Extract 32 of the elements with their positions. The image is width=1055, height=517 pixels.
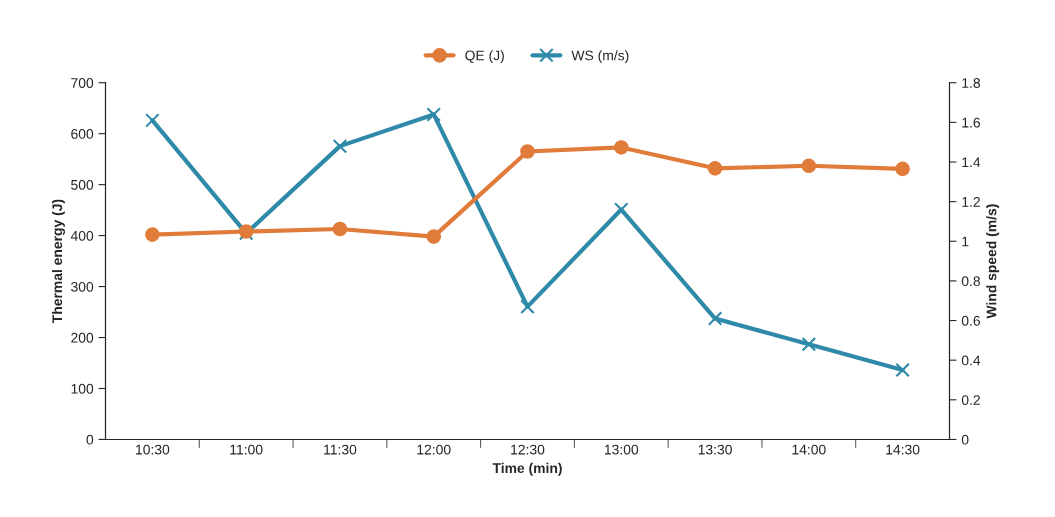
y2-tick-label: 1.2 <box>962 196 980 207</box>
y-tick-label: 500 <box>71 179 94 190</box>
x-axis-title: Time (min) <box>492 462 562 476</box>
y2-tick-label: 1.8 <box>962 78 981 88</box>
y-axis-title: Thermal energy (J) <box>51 199 65 324</box>
x-tick-label: 11:00 <box>230 444 263 455</box>
y-tick-label: 300 <box>71 281 94 292</box>
x-tick-label: 12:00 <box>417 444 451 455</box>
x-tick-label: 12:30 <box>511 444 545 455</box>
legend-label: WS (m/s) <box>571 50 629 64</box>
y2-tick-label: 1.4 <box>962 157 981 168</box>
x-tick-label: 13:00 <box>604 444 639 455</box>
y2-tick-label: 0.8 <box>961 276 981 287</box>
y-tick-label: 200 <box>71 332 94 343</box>
y-tick-label: 600 <box>71 129 94 139</box>
x-tick-label: 14:00 <box>792 444 826 455</box>
x-tick-label: 11:30 <box>324 444 357 455</box>
y2-tick-label: 1 <box>962 236 969 247</box>
y2-tick-label: 0.4 <box>961 355 981 366</box>
y2-tick-label: 1.6 <box>962 117 980 128</box>
y-tick-label: 100 <box>71 383 94 394</box>
x-tick-label: 14:30 <box>886 444 920 455</box>
x-tick-label: 13:30 <box>698 444 732 455</box>
y2-tick-label: 0.2 <box>961 395 980 405</box>
x-tick-label: 10:30 <box>136 444 170 455</box>
legend-label: QE (J) <box>465 50 504 64</box>
y2-tick-label: 0.6 <box>961 315 980 326</box>
y-tick-label: 700 <box>71 78 94 88</box>
y-tick-label: 0 <box>86 434 94 445</box>
y2-axis-title: Wind speed (m/s) <box>986 204 1000 319</box>
y2-tick-label: 0 <box>961 434 969 445</box>
y-tick-label: 400 <box>70 230 94 241</box>
